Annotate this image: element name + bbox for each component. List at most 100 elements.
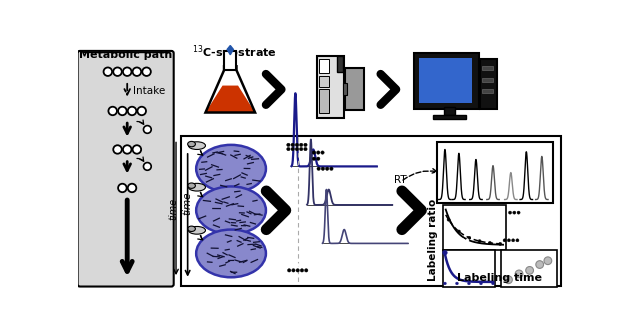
Circle shape <box>142 68 151 76</box>
Text: Labeling ratio: Labeling ratio <box>428 198 438 281</box>
FancyBboxPatch shape <box>337 56 344 72</box>
Circle shape <box>507 239 510 242</box>
Circle shape <box>517 211 520 214</box>
Circle shape <box>133 145 141 154</box>
Ellipse shape <box>187 183 196 188</box>
Ellipse shape <box>189 142 206 150</box>
Circle shape <box>295 147 298 151</box>
Circle shape <box>508 211 512 214</box>
Ellipse shape <box>196 230 266 277</box>
Circle shape <box>287 269 291 272</box>
Ellipse shape <box>196 186 266 234</box>
FancyBboxPatch shape <box>419 58 472 102</box>
Polygon shape <box>206 86 255 113</box>
Circle shape <box>330 167 333 171</box>
Circle shape <box>536 261 544 268</box>
Circle shape <box>137 107 146 115</box>
Ellipse shape <box>189 183 206 191</box>
Circle shape <box>118 107 127 115</box>
FancyBboxPatch shape <box>433 115 466 119</box>
Circle shape <box>488 241 492 244</box>
Circle shape <box>544 257 552 265</box>
Circle shape <box>515 270 523 278</box>
Circle shape <box>325 167 329 171</box>
Circle shape <box>468 282 470 285</box>
Circle shape <box>108 107 117 115</box>
FancyBboxPatch shape <box>480 59 497 109</box>
Ellipse shape <box>189 226 206 234</box>
Circle shape <box>303 147 307 151</box>
Text: $^{13}$C-substrate: $^{13}$C-substrate <box>192 43 277 60</box>
Circle shape <box>449 239 452 242</box>
FancyBboxPatch shape <box>345 68 364 110</box>
Circle shape <box>144 163 151 170</box>
Circle shape <box>291 147 294 151</box>
Text: Labeling time: Labeling time <box>456 273 542 283</box>
Ellipse shape <box>187 226 196 232</box>
Circle shape <box>144 126 151 133</box>
FancyBboxPatch shape <box>443 205 506 250</box>
Circle shape <box>113 68 122 76</box>
Circle shape <box>312 157 315 160</box>
Ellipse shape <box>187 141 196 147</box>
Circle shape <box>123 145 132 154</box>
FancyBboxPatch shape <box>317 56 344 118</box>
Circle shape <box>305 263 308 267</box>
FancyBboxPatch shape <box>482 78 493 82</box>
Circle shape <box>118 184 127 192</box>
Circle shape <box>505 276 512 284</box>
Circle shape <box>300 147 303 151</box>
Circle shape <box>305 269 308 272</box>
Circle shape <box>291 143 294 147</box>
FancyBboxPatch shape <box>437 142 554 203</box>
Circle shape <box>503 239 506 242</box>
Circle shape <box>447 218 450 221</box>
Circle shape <box>468 236 471 239</box>
FancyBboxPatch shape <box>443 250 495 287</box>
Circle shape <box>443 250 447 255</box>
Circle shape <box>317 151 320 154</box>
Circle shape <box>128 107 136 115</box>
FancyBboxPatch shape <box>344 83 347 95</box>
Text: Intake: Intake <box>133 86 165 96</box>
Circle shape <box>443 282 446 285</box>
Circle shape <box>287 147 290 151</box>
Circle shape <box>456 282 458 285</box>
Circle shape <box>492 282 495 285</box>
Circle shape <box>288 263 291 267</box>
FancyBboxPatch shape <box>319 59 329 73</box>
Circle shape <box>133 68 141 76</box>
Circle shape <box>292 269 295 272</box>
Circle shape <box>453 239 456 242</box>
Circle shape <box>457 230 460 233</box>
Circle shape <box>525 267 534 274</box>
Text: Metabolic path: Metabolic path <box>79 50 172 60</box>
Circle shape <box>103 68 112 76</box>
Circle shape <box>287 143 290 147</box>
Circle shape <box>457 239 460 242</box>
FancyBboxPatch shape <box>501 250 557 287</box>
FancyBboxPatch shape <box>414 53 479 109</box>
Ellipse shape <box>196 145 266 193</box>
Circle shape <box>513 211 516 214</box>
Text: time: time <box>182 191 192 215</box>
Circle shape <box>480 282 482 285</box>
Circle shape <box>303 143 307 147</box>
Circle shape <box>461 239 465 242</box>
Circle shape <box>516 239 519 242</box>
FancyBboxPatch shape <box>444 107 455 115</box>
Circle shape <box>123 68 132 76</box>
FancyBboxPatch shape <box>181 135 561 286</box>
FancyBboxPatch shape <box>78 51 174 287</box>
Circle shape <box>128 184 136 192</box>
Polygon shape <box>224 51 236 70</box>
Circle shape <box>296 263 299 267</box>
Circle shape <box>295 143 298 147</box>
Circle shape <box>478 239 481 243</box>
Circle shape <box>321 151 324 154</box>
Circle shape <box>317 157 320 160</box>
Circle shape <box>300 143 303 147</box>
Circle shape <box>512 239 515 242</box>
Circle shape <box>296 269 300 272</box>
FancyBboxPatch shape <box>482 66 493 70</box>
